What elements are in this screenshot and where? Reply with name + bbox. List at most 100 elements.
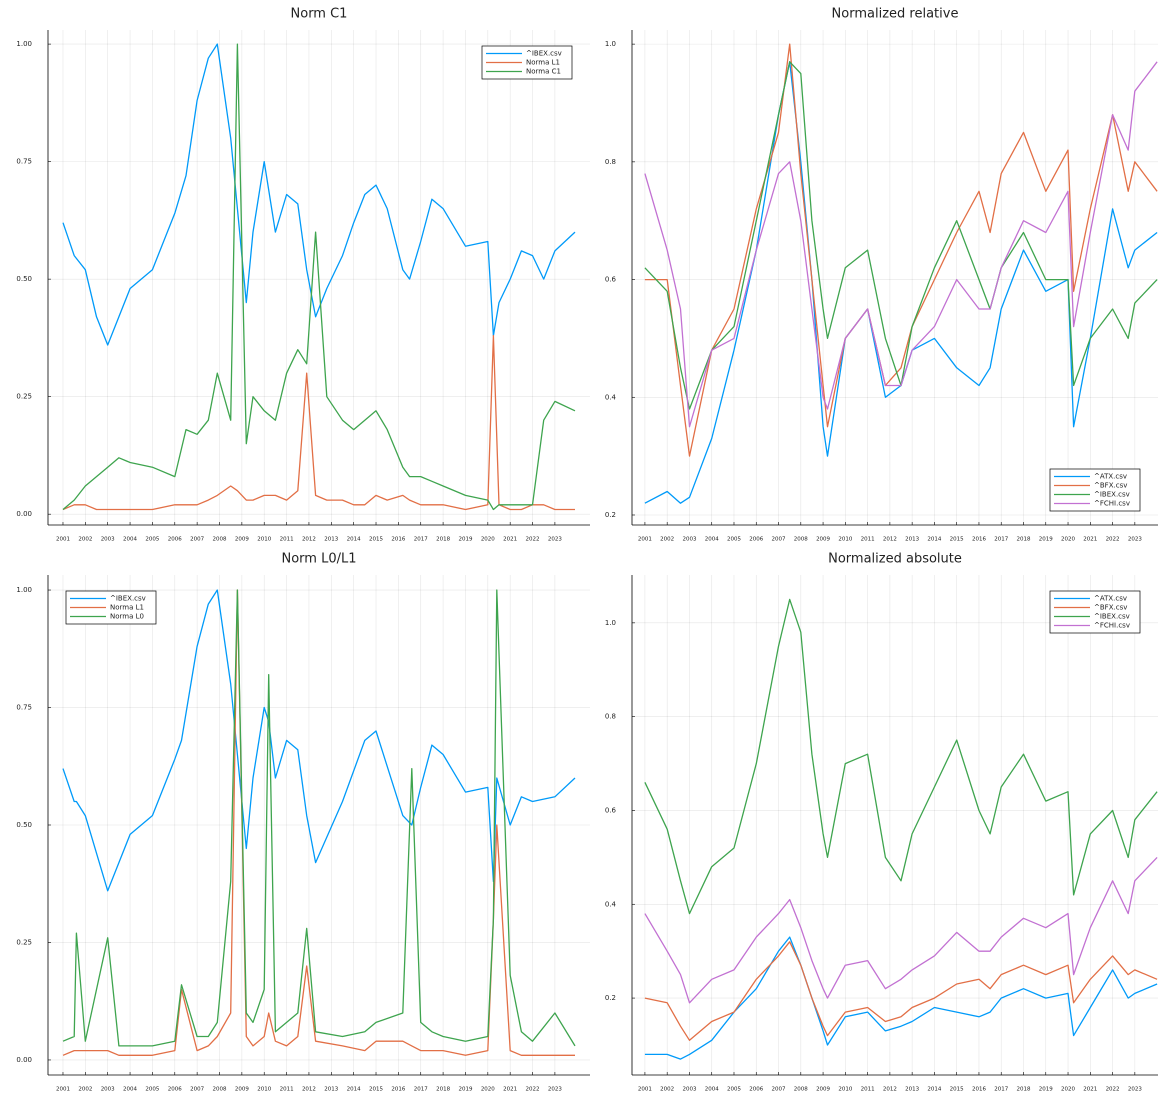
- x-tick-label: 2020: [1061, 537, 1075, 543]
- x-tick-label: 2014: [927, 1087, 941, 1093]
- legend-label: Norma C1: [526, 68, 561, 76]
- x-tick-label: 2003: [101, 537, 115, 543]
- x-tick-label: 2002: [78, 537, 92, 543]
- y-tick-label: 1.0: [605, 619, 616, 627]
- series-line: [62, 334, 575, 511]
- x-tick-label: 2023: [548, 1087, 562, 1093]
- x-tick-label: 2023: [548, 537, 562, 543]
- series-line: [644, 941, 1158, 1041]
- x-tick-label: 2008: [794, 537, 808, 543]
- legend-label: ^BFX.csv: [1094, 482, 1127, 490]
- series-line: [644, 61, 1158, 504]
- legend: ^ATX.csv^BFX.csv^IBEX.csv^FCHI.csv: [1049, 590, 1141, 634]
- x-tick-label: 2009: [235, 537, 249, 543]
- x-tick-label: 2008: [794, 1087, 808, 1093]
- x-tick-label: 2017: [994, 537, 1008, 543]
- x-tick-label: 2006: [749, 537, 763, 543]
- legend-label: ^IBEX.csv: [110, 595, 146, 603]
- y-tick-label: 0.75: [16, 704, 32, 712]
- legend-label: ^IBEX.csv: [526, 50, 562, 58]
- x-tick-label: 2019: [1039, 537, 1053, 543]
- y-tick-label: 0.6: [605, 276, 617, 284]
- y-tick-label: 0.2: [605, 994, 616, 1002]
- legend-label: ^BFX.csv: [1094, 604, 1127, 612]
- x-tick-label: 2018: [1016, 537, 1030, 543]
- x-tick-label: 2010: [257, 1087, 271, 1093]
- subplot: Normalized relative 0.2 0.4 0.6 0.8 1.0 2001 20…: [605, 7, 1158, 543]
- x-tick-label: 2005: [145, 537, 159, 543]
- x-tick-label: 2009: [816, 1087, 830, 1093]
- x-tick-label: 2015: [369, 537, 383, 543]
- x-tick-label: 2002: [660, 1087, 674, 1093]
- x-tick-label: 2013: [324, 1087, 338, 1093]
- series-line: [62, 589, 576, 1047]
- x-tick-label: 2014: [347, 537, 361, 543]
- subplot-title: Normalized relative: [832, 7, 959, 22]
- x-tick-label: 2001: [638, 537, 652, 543]
- x-tick-label: 2022: [526, 537, 540, 543]
- series-line: [644, 598, 1158, 915]
- x-tick-label: 2003: [682, 1087, 696, 1093]
- y-tick-label: 0.8: [605, 158, 616, 166]
- legend-label: ^ATX.csv: [1094, 473, 1127, 481]
- plot-area: [644, 598, 1158, 1060]
- y-tick-label: 0.00: [16, 510, 32, 518]
- legend: ^ATX.csv^BFX.csv^IBEX.csv^FCHI.csv: [1049, 468, 1141, 512]
- y-tick-label: 0.25: [16, 393, 32, 401]
- x-tick-label: 2018: [436, 1087, 450, 1093]
- x-tick-label: 2004: [123, 1087, 137, 1093]
- series-line: [62, 43, 576, 346]
- series-line: [644, 61, 1158, 428]
- x-tick-label: 2005: [727, 537, 741, 543]
- x-tick-label: 2019: [1039, 1087, 1053, 1093]
- legend-label: ^IBEX.csv: [1094, 613, 1130, 621]
- x-tick-label: 2020: [481, 1087, 495, 1093]
- x-tick-label: 2022: [526, 1087, 540, 1093]
- x-tick-label: 2011: [861, 1087, 875, 1093]
- x-tick-label: 2017: [994, 1087, 1008, 1093]
- plot-area: [62, 43, 576, 511]
- x-tick-label: 2014: [347, 1087, 361, 1093]
- series-line: [644, 856, 1158, 1004]
- x-tick-label: 2021: [1083, 537, 1097, 543]
- x-tick-label: 2004: [123, 537, 137, 543]
- series-line: [644, 43, 1158, 457]
- plot-area: [644, 43, 1158, 504]
- y-tick-label: 0.8: [605, 713, 616, 721]
- x-tick-label: 2010: [838, 537, 852, 543]
- x-tick-label: 2003: [682, 537, 696, 543]
- x-tick-label: 2022: [1106, 537, 1120, 543]
- y-tick-label: 0.6: [605, 806, 617, 814]
- y-tick-label: 0.4: [605, 393, 617, 401]
- x-tick-label: 2002: [78, 1087, 92, 1093]
- subplot: Norm L0/L1 0.00 0.25 0.50 0.75 1.00 2001 2002 20…: [16, 552, 590, 1093]
- legend-label: Norma L1: [526, 59, 560, 67]
- x-tick-label: 2008: [212, 537, 226, 543]
- legend-label: ^FCHI.csv: [1094, 622, 1130, 630]
- y-tick-label: 1.0: [605, 40, 616, 48]
- x-tick-label: 2021: [503, 1087, 517, 1093]
- subplot-title: Normalized absolute: [828, 552, 962, 567]
- x-tick-label: 2016: [391, 537, 405, 543]
- x-tick-label: 2016: [391, 1087, 405, 1093]
- subplot-title: Norm C1: [291, 7, 348, 22]
- legend-label: ^FCHI.csv: [1094, 500, 1130, 508]
- x-tick-label: 2014: [927, 537, 941, 543]
- series-line: [62, 589, 575, 1056]
- x-tick-label: 2007: [190, 537, 204, 543]
- x-tick-label: 2011: [280, 537, 294, 543]
- subplot-title: Norm L0/L1: [282, 552, 357, 567]
- x-tick-label: 2013: [905, 537, 919, 543]
- x-tick-label: 2021: [1083, 1087, 1097, 1093]
- x-tick-label: 2016: [972, 537, 986, 543]
- x-tick-label: 2017: [414, 537, 428, 543]
- x-tick-label: 2001: [56, 537, 70, 543]
- x-tick-label: 2012: [883, 537, 897, 543]
- x-tick-label: 2011: [280, 1087, 294, 1093]
- y-tick-label: 0.2: [605, 511, 616, 519]
- legend-label: ^ATX.csv: [1094, 595, 1127, 603]
- x-tick-label: 2007: [772, 537, 786, 543]
- x-tick-label: 2006: [168, 537, 182, 543]
- x-tick-label: 2022: [1106, 1087, 1120, 1093]
